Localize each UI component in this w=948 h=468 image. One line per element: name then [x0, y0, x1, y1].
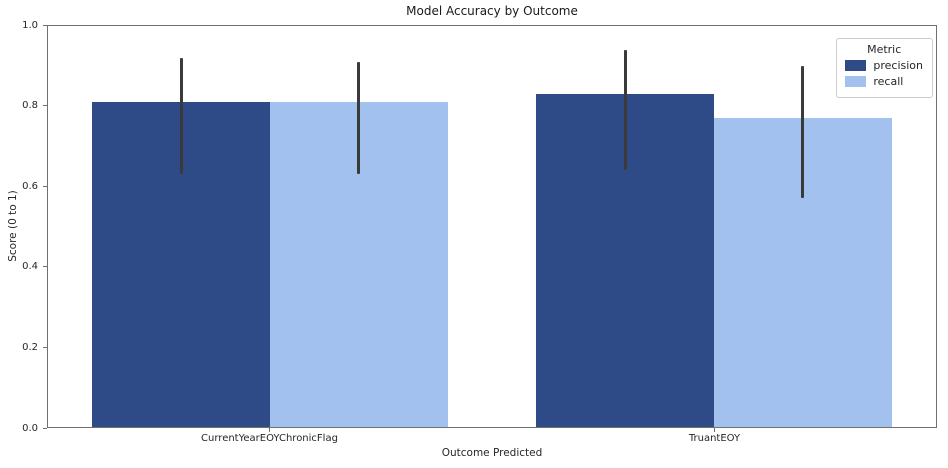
y-tick-mark	[43, 24, 47, 26]
chart-title: Model Accuracy by Outcome	[406, 4, 578, 18]
y-tick-mark	[43, 266, 47, 268]
y-tick-label: 0.0	[22, 422, 38, 434]
legend-item-precision: precision	[845, 59, 923, 72]
errorbar-recall-TruantEOY	[801, 66, 805, 199]
y-tick-label: 1.0	[22, 19, 38, 31]
x-tick-mark	[713, 428, 716, 432]
y-tick-mark	[43, 185, 47, 187]
legend-item-recall: recall	[845, 75, 923, 88]
y-tick-label: 0.2	[22, 341, 38, 353]
y-tick-mark	[43, 105, 47, 107]
y-tick-label: 0.4	[22, 261, 38, 273]
errorbar-recall-CurrentYearEOYChronicFlag	[357, 62, 361, 175]
legend-label-recall: recall	[873, 75, 904, 88]
legend-title: Metric	[867, 43, 902, 56]
x-axis-label: Outcome Predicted	[441, 447, 543, 459]
errorbar-precision-CurrentYearEOYChronicFlag	[179, 58, 183, 175]
x-tick-label-CurrentYearEOYChronicFlag: CurrentYearEOYChronicFlag	[201, 433, 338, 444]
y-tick-label: 0.6	[22, 180, 38, 192]
legend-label-precision: precision	[873, 59, 923, 72]
plot-area: Metric precision recall	[47, 25, 937, 428]
legend-swatch-precision	[845, 60, 867, 71]
legend: Metric precision recall	[836, 38, 933, 98]
legend-swatch-recall	[845, 76, 867, 87]
errorbar-precision-TruantEOY	[623, 50, 627, 171]
legend-items: precision recall	[845, 59, 923, 88]
y-tick-label: 0.8	[22, 100, 38, 112]
y-tick-mark	[43, 427, 47, 429]
y-tick-mark	[43, 346, 47, 349]
x-tick-mark	[268, 428, 271, 432]
x-tick-label-TruantEOY: TruantEOY	[688, 433, 741, 444]
